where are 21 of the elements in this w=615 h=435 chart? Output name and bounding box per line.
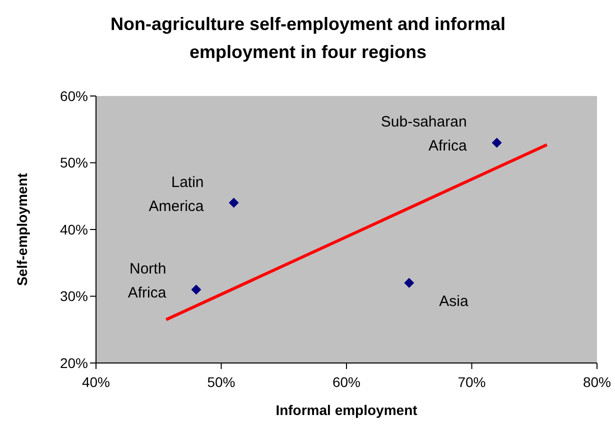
x-tick-label: 60% [332, 374, 361, 390]
y-axis-title: Self-employment [14, 172, 30, 286]
point [492, 138, 502, 148]
point [191, 284, 202, 295]
point [404, 278, 414, 288]
y-tick-label: 50% [60, 154, 88, 171]
x-tick-label: 70% [458, 374, 486, 390]
annotation: North Africa [128, 260, 167, 302]
annotation: Latin America [148, 174, 204, 215]
x-axis-title: Informal employment [276, 402, 418, 418]
y-tick-label: 30% [60, 288, 88, 304]
annotation: Asia [439, 292, 469, 310]
x-tick-label: 80% [582, 374, 612, 390]
y-tick-label: 40% [60, 221, 88, 238]
y-tick-label: 60% [60, 88, 88, 104]
point [228, 198, 239, 208]
x-tick-label: 50% [207, 374, 236, 390]
chart-title: Non-agriculture self-employment and informal employment in four regions [109, 13, 507, 64]
y-tick-label: 20% [60, 354, 88, 371]
x-tick-label: 40% [82, 374, 110, 390]
annotation: Sub-saharan Africa [380, 114, 468, 155]
